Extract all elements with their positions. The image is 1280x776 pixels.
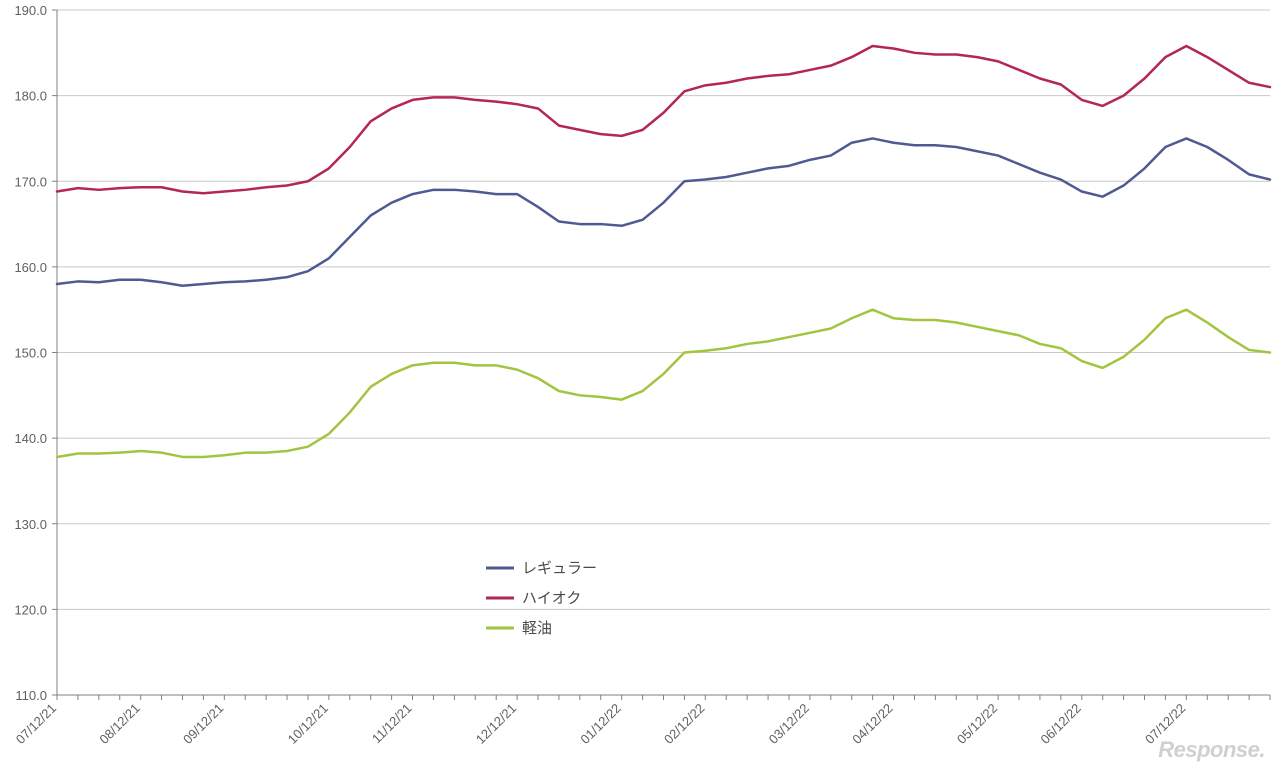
line-chart: 110.0 120.0 130.0 140.0 150.0 160.0 170.0 180.0… <box>0 0 1280 771</box>
y-axis-label: 180.0 <box>14 89 47 104</box>
y-axis-label: 150.0 <box>14 346 47 361</box>
y-axis-label: 110.0 <box>15 688 47 703</box>
y-axis-label: 190.0 <box>14 3 47 18</box>
legend-label: レギュラー <box>522 560 597 577</box>
y-axis-label: 140.0 <box>14 431 47 446</box>
chart-container: 110.0 120.0 130.0 140.0 150.0 160.0 170.0 180.0… <box>0 0 1280 771</box>
y-axis-label: 170.0 <box>14 174 47 189</box>
x-axis-label: 02/12/22 <box>661 701 707 747</box>
y-axis-label: 130.0 <box>14 517 47 532</box>
series-line <box>57 138 1270 285</box>
x-axis-label: 05/12/22 <box>954 701 1000 747</box>
x-axis-label: 03/12/22 <box>766 701 812 747</box>
series-line <box>57 310 1270 457</box>
x-axis-label: 04/12/22 <box>849 701 895 747</box>
x-axis-label: 01/12/22 <box>577 701 623 747</box>
y-axis-label: 120.0 <box>14 602 47 617</box>
x-axis-label: 06/12/22 <box>1038 701 1084 747</box>
legend-label: ハイオク <box>522 590 581 607</box>
x-axis-label: 12/12/21 <box>473 701 519 747</box>
series-line <box>57 46 1270 193</box>
x-axis-label: 10/12/21 <box>285 701 331 747</box>
x-axis-label: 07/12/21 <box>13 701 59 747</box>
legend-label: 軽油 <box>522 620 552 637</box>
x-axis-label: 11/12/21 <box>369 701 415 747</box>
x-axis-label: 08/12/21 <box>96 701 142 747</box>
x-axis-label: 09/12/21 <box>180 701 226 747</box>
y-axis-label: 160.0 <box>14 260 47 275</box>
watermark: Response. <box>1158 737 1265 763</box>
